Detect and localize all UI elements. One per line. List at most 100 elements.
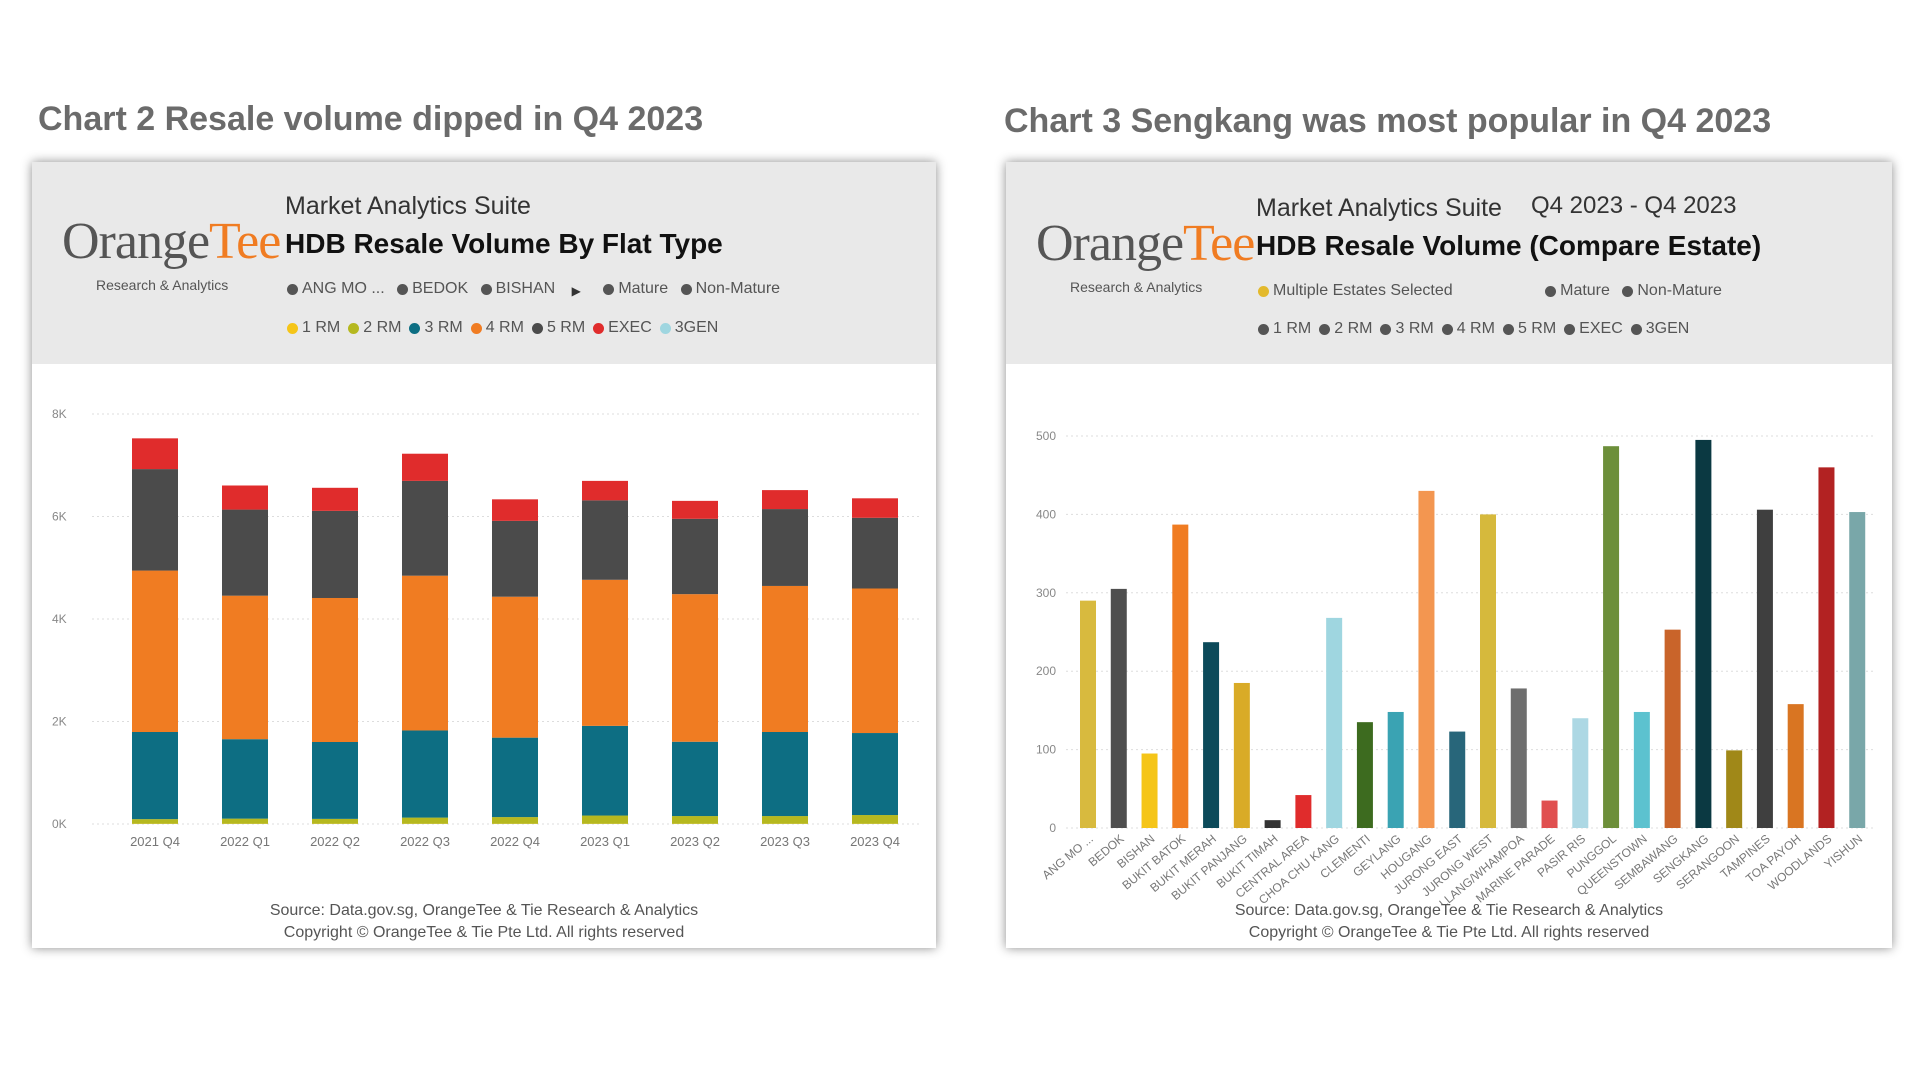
bar-segment-4-rm[interactable] (762, 585, 808, 733)
bar-segment-5-rm[interactable] (762, 509, 808, 586)
bar-segment-5-rm[interactable] (132, 469, 178, 571)
bar-jurong-east[interactable] (1449, 731, 1466, 828)
legend-item-5-rm[interactable]: 5 RM (1502, 320, 1556, 338)
bar-sengkang[interactable] (1695, 439, 1712, 828)
bar-segment-5-rm[interactable] (852, 517, 898, 589)
bar-segment-exec[interactable] (672, 500, 718, 519)
estate-filter-item[interactable]: ANG MO ... (287, 280, 385, 298)
bar-segment-exec[interactable] (312, 487, 358, 511)
bar-segment-exec[interactable] (762, 490, 808, 510)
bar-segment-4-rm[interactable] (402, 575, 448, 731)
bar-segment-exec[interactable] (222, 485, 268, 510)
scroll-right-icon[interactable]: ▶ (571, 283, 581, 298)
legend-dot-icon (1319, 323, 1331, 335)
logo-subtitle: Research & Analytics (96, 277, 229, 293)
bar-bukit-batok[interactable] (1172, 524, 1189, 828)
bar-segment-4-rm[interactable] (222, 595, 268, 740)
legend-item-1-rm[interactable]: 1 RM (287, 319, 340, 337)
bar-segment-exec[interactable] (402, 453, 448, 481)
bar-segment-2-rm[interactable] (852, 815, 898, 824)
legend-item-3-rm[interactable]: 3 RM (1380, 320, 1434, 338)
bar-hougang[interactable] (1418, 490, 1435, 828)
legend-item-1-rm[interactable]: 1 RM (1258, 320, 1311, 338)
bar-segment-4-rm[interactable] (582, 579, 628, 726)
bar-segment-3-rm[interactable] (492, 737, 538, 818)
maturity-filter-item[interactable]: Mature (1545, 282, 1610, 300)
bar-segment-3-rm[interactable] (672, 741, 718, 817)
bar-segment-3-rm[interactable] (222, 739, 268, 819)
legend-item-2-rm[interactable]: 2 RM (348, 319, 401, 337)
bar-segment-4-rm[interactable] (672, 594, 718, 742)
maturity-filter-item[interactable]: Mature (603, 280, 668, 298)
bar-segment-4-rm[interactable] (852, 588, 898, 734)
bar-segment-exec[interactable] (852, 498, 898, 518)
chart3-heading: HDB Resale Volume (Compare Estate) (1256, 230, 1762, 261)
bar-segment-2-rm[interactable] (762, 816, 808, 824)
bar-woodlands[interactable] (1818, 467, 1835, 828)
bar-bedok[interactable] (1110, 588, 1127, 828)
bar-choa-chu-kang[interactable] (1326, 617, 1343, 828)
legend-item-4-rm[interactable]: 4 RM (1441, 320, 1495, 338)
bar-segment-3-rm[interactable] (852, 733, 898, 816)
legend-item-exec[interactable]: EXEC (1564, 320, 1623, 338)
legend-item-3-rm[interactable]: 3 RM (409, 319, 463, 337)
bar-bukit-merah[interactable] (1203, 642, 1220, 828)
bar-segment-5-rm[interactable] (402, 480, 448, 576)
bar-segment-2-rm[interactable] (312, 818, 358, 824)
maturity-filter-item[interactable]: Non-Mature (1622, 282, 1722, 300)
bar-queenstown[interactable] (1633, 711, 1650, 828)
bar-clementi[interactable] (1356, 722, 1373, 828)
bar-kallang-whampoa[interactable] (1510, 688, 1527, 828)
bar-segment-2-rm[interactable] (582, 815, 628, 824)
bar-segment-5-rm[interactable] (672, 518, 718, 595)
bar-bishan[interactable] (1141, 753, 1158, 828)
bar-segment-3-rm[interactable] (312, 742, 358, 819)
suite-label: Market Analytics Suite (285, 192, 531, 220)
bar-segment-5-rm[interactable] (222, 509, 268, 596)
bar-segment-2-rm[interactable] (132, 819, 178, 824)
estates-selected-item[interactable]: Multiple Estates Selected (1258, 282, 1453, 300)
legend-item-4-rm[interactable]: 4 RM (470, 319, 524, 337)
bar-yishun[interactable] (1849, 512, 1866, 828)
bar-punggol[interactable] (1603, 446, 1620, 828)
bar-marine-parade[interactable] (1541, 800, 1558, 828)
bar-bukit-panjang[interactable] (1233, 682, 1250, 828)
legend-item-5-rm[interactable]: 5 RM (531, 319, 585, 337)
bar-sembawang[interactable] (1664, 629, 1681, 828)
suite-label: Market Analytics Suite (1256, 194, 1502, 222)
estate-filter-item[interactable]: BEDOK (397, 280, 468, 298)
bar-toa-payoh[interactable] (1787, 704, 1804, 828)
bar-segment-2-rm[interactable] (402, 817, 448, 824)
bar-segment-3-rm[interactable] (582, 725, 628, 816)
bar-segment-3-rm[interactable] (762, 732, 808, 817)
estate-filter-item[interactable]: BISHAN (480, 280, 555, 298)
bar-bukit-timah[interactable] (1264, 820, 1281, 828)
bar-segment-5-rm[interactable] (582, 500, 628, 580)
legend-dot-icon (409, 322, 421, 334)
bar-segment-4-rm[interactable] (492, 596, 538, 738)
bar-ang-mo[interactable] (1080, 600, 1096, 828)
bar-segment-exec[interactable] (582, 480, 628, 501)
bar-segment-5-rm[interactable] (312, 510, 358, 598)
bar-geylang[interactable] (1387, 711, 1404, 828)
bar-segment-5-rm[interactable] (492, 520, 538, 597)
bar-segment-2-rm[interactable] (672, 816, 718, 824)
bar-tampines[interactable] (1756, 509, 1773, 828)
maturity-filter-item[interactable]: Non-Mature (680, 280, 780, 298)
bar-pasir-ris[interactable] (1572, 718, 1589, 828)
bar-jurong-west[interactable] (1480, 514, 1496, 828)
bar-segment-3-rm[interactable] (132, 732, 178, 820)
legend-item-3gen[interactable]: 3GEN (1630, 320, 1689, 338)
legend-item-3gen[interactable]: 3GEN (659, 319, 718, 337)
legend-item-exec[interactable]: EXEC (593, 319, 652, 337)
bar-central-area[interactable] (1295, 795, 1312, 828)
bar-serangoon[interactable] (1726, 750, 1743, 828)
bar-segment-3-rm[interactable] (402, 730, 448, 818)
bar-segment-exec[interactable] (492, 499, 538, 521)
bar-segment-4-rm[interactable] (312, 597, 358, 742)
legend-item-2-rm[interactable]: 2 RM (1319, 320, 1372, 338)
bar-segment-2-rm[interactable] (222, 818, 268, 824)
bar-segment-2-rm[interactable] (492, 817, 538, 824)
bar-segment-exec[interactable] (132, 438, 178, 470)
bar-segment-4-rm[interactable] (132, 570, 178, 733)
